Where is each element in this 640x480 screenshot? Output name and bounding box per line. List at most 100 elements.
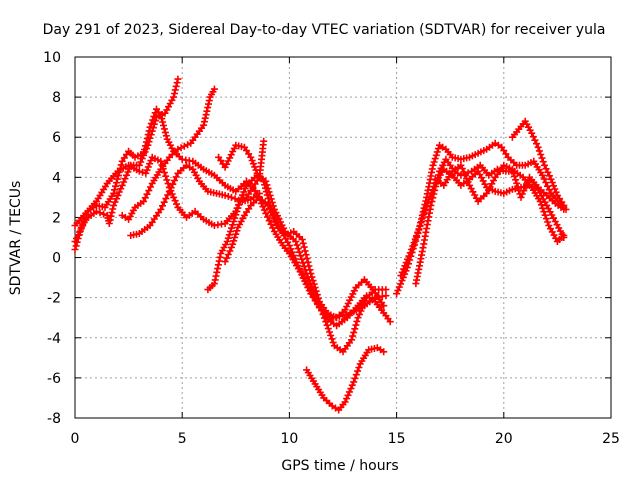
- data-point: [241, 185, 249, 193]
- data-point: [343, 395, 351, 403]
- data-point: [174, 75, 182, 83]
- data-point: [417, 218, 425, 226]
- data-point: [221, 191, 229, 199]
- data-point: [536, 197, 544, 205]
- data-point: [171, 86, 179, 94]
- y-tick-label: -6: [47, 371, 61, 387]
- data-point: [210, 85, 218, 93]
- data-point: [230, 144, 238, 152]
- data-point: [429, 194, 437, 202]
- data-point: [413, 232, 420, 240]
- data-point: [92, 207, 100, 215]
- data-point: [265, 217, 273, 225]
- data-point: [270, 215, 278, 223]
- y-tick-label: 8: [52, 90, 61, 106]
- data-point: [118, 181, 126, 189]
- data-point: [228, 193, 235, 201]
- data-point: [247, 153, 255, 161]
- data-point: [431, 155, 439, 163]
- data-point: [260, 177, 268, 185]
- data-point: [538, 201, 545, 209]
- data-point: [259, 203, 267, 211]
- data-point: [380, 348, 388, 356]
- data-point: [140, 197, 148, 205]
- x-tick-label: 20: [495, 431, 513, 447]
- data-point: [298, 236, 306, 243]
- data-point: [262, 184, 269, 192]
- data-point: [112, 182, 119, 190]
- data-point: [404, 255, 412, 263]
- data-point: [327, 332, 335, 339]
- data-point: [261, 181, 269, 189]
- data-point: [544, 218, 552, 226]
- data-point: [309, 277, 317, 285]
- data-point: [110, 189, 118, 197]
- data-point: [260, 206, 268, 214]
- data-point: [352, 321, 360, 329]
- data-point: [172, 173, 180, 181]
- data-point: [410, 239, 418, 247]
- data-point: [174, 145, 182, 153]
- data-point: [301, 247, 309, 255]
- data-point: [430, 158, 438, 166]
- data-point: [226, 154, 234, 162]
- data-point: [124, 168, 132, 176]
- data-point: [297, 252, 305, 260]
- data-point: [79, 222, 87, 230]
- data-point: [433, 148, 441, 156]
- data-point: [341, 398, 349, 406]
- data-point: [552, 188, 560, 196]
- data-point: [406, 249, 414, 257]
- series-track-f: [204, 137, 268, 294]
- data-point: [524, 177, 532, 185]
- data-point: [231, 214, 239, 222]
- data-point: [223, 254, 231, 262]
- y-axis-label: SDTVAR / TECUs: [8, 181, 24, 296]
- data-point: [463, 175, 471, 183]
- data-point: [252, 166, 260, 174]
- data-point: [431, 186, 439, 194]
- data-point: [539, 158, 547, 166]
- data-point: [111, 198, 119, 206]
- data-point: [162, 172, 170, 180]
- data-point: [523, 180, 531, 188]
- data-point: [352, 371, 360, 379]
- data-point: [434, 145, 442, 153]
- data-point: [232, 230, 240, 238]
- data-point: [358, 304, 366, 312]
- data-point: [415, 225, 423, 233]
- data-point: [159, 202, 166, 210]
- x-tick-label: 0: [71, 431, 80, 447]
- data-point: [260, 137, 268, 145]
- x-tick-label: 15: [388, 431, 406, 447]
- y-tick-label: -4: [47, 331, 61, 347]
- data-point: [430, 190, 438, 198]
- series-track-e: [127, 161, 263, 239]
- data-point: [405, 252, 413, 260]
- data-point: [285, 242, 293, 249]
- data-point: [135, 167, 143, 175]
- data-point: [113, 179, 120, 187]
- data-point: [233, 227, 241, 235]
- data-point: [560, 201, 568, 209]
- data-point: [228, 224, 235, 232]
- data-point: [224, 234, 232, 242]
- data-point: [420, 210, 428, 218]
- data-point: [408, 246, 416, 253]
- data-point: [292, 238, 300, 245]
- data-point: [110, 201, 118, 209]
- data-point: [170, 93, 178, 101]
- data-point: [139, 168, 146, 176]
- data-point: [109, 205, 117, 213]
- data-point: [400, 265, 408, 273]
- plot-frame: [74, 56, 612, 419]
- data-point: [409, 242, 417, 250]
- data-point: [234, 204, 242, 212]
- data-point: [226, 228, 234, 235]
- data-point: [267, 220, 275, 228]
- data-point: [145, 187, 153, 195]
- data-point: [228, 244, 235, 251]
- data-point: [416, 222, 424, 229]
- data-point: [534, 143, 542, 151]
- data-point: [225, 231, 233, 239]
